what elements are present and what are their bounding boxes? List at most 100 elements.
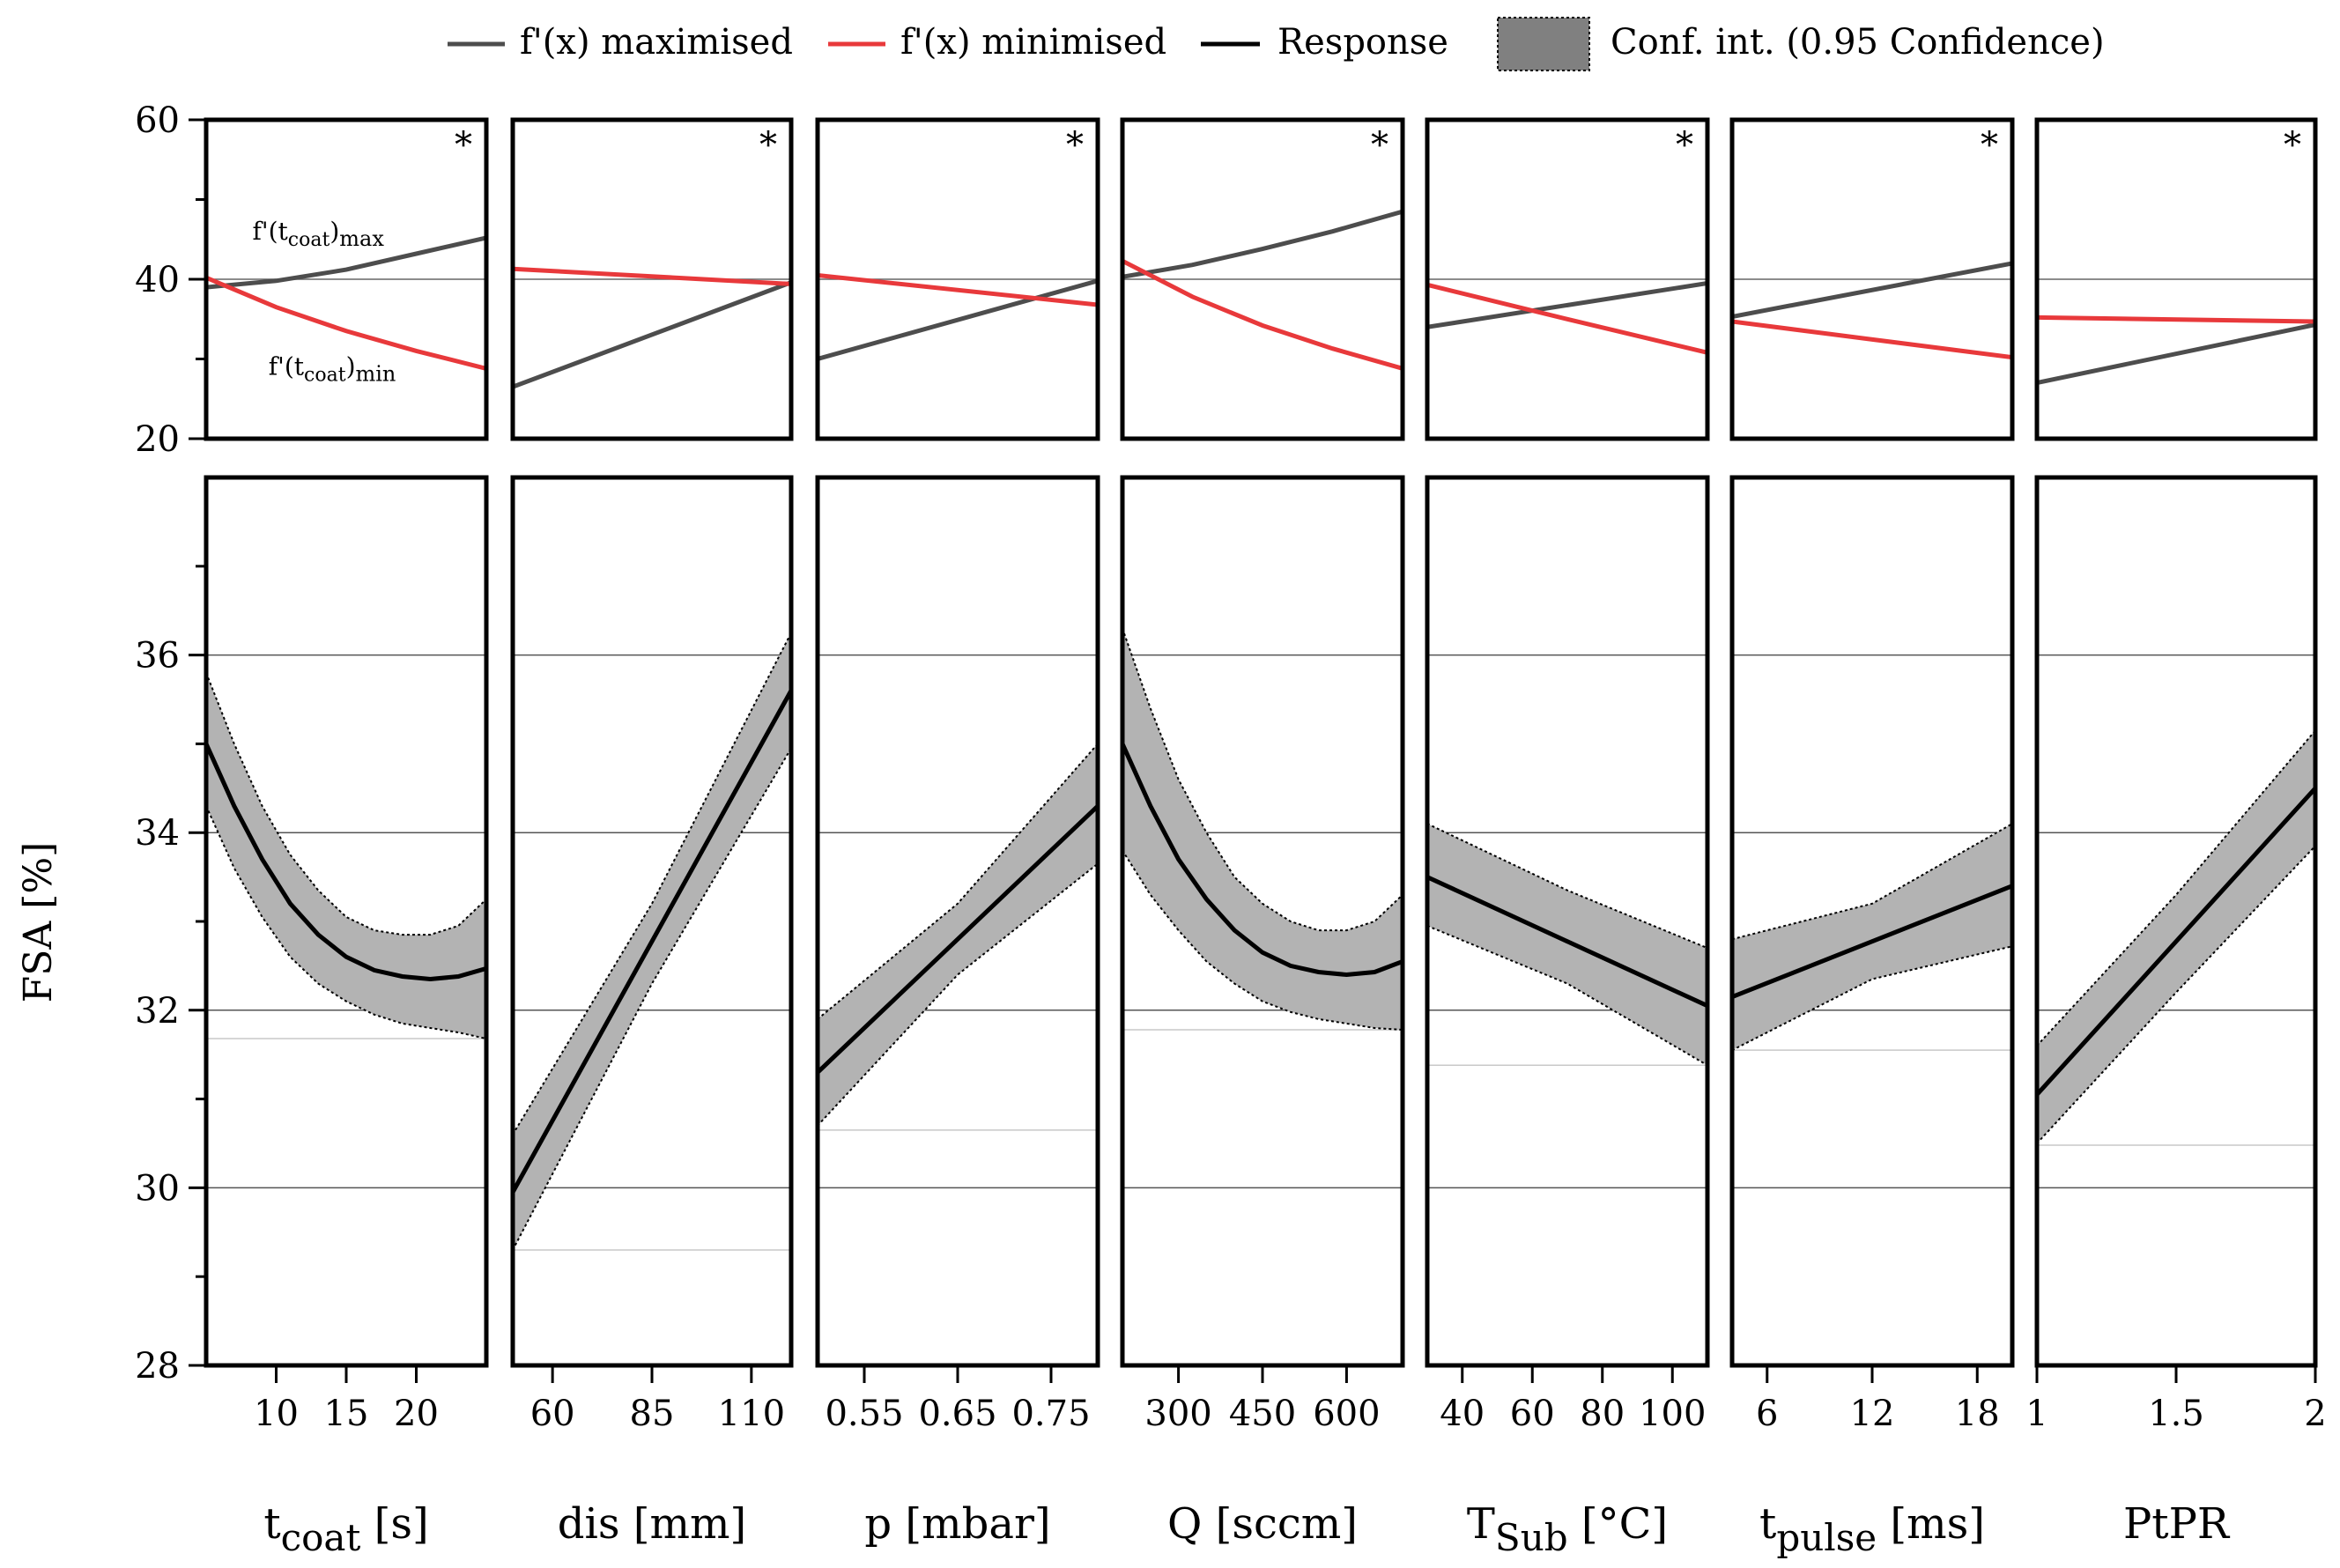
derivative-panel (513, 266, 791, 389)
ci-upper-edge (206, 672, 486, 936)
max-derivative-line (1427, 281, 1707, 329)
derivative-frame (1425, 117, 1710, 441)
y-axis: 60 40 20 36 34 32 30 28 (135, 100, 206, 1387)
legend-item-1: f'(x) minimised (828, 22, 1166, 63)
derivative-panel (818, 273, 1098, 361)
ci-lower-edge (513, 747, 791, 1251)
factor-panel-4: * 40 60 80 100 TSub [°C] (1425, 117, 1710, 1559)
x-tick-label: 110 (718, 1394, 785, 1434)
x-tick-label: 0.65 (918, 1394, 996, 1434)
factor-panel-0: * 10 15 20 tcoat [s] (204, 117, 489, 1559)
x-tick-label: 60 (530, 1394, 575, 1434)
legend-item-3: Conf. int. (0.95 Confidence) (1497, 17, 2105, 71)
derivative-frame (2034, 117, 2318, 441)
confidence-band (2037, 730, 2315, 1143)
x-axis-label: tpulse [ms] (1759, 1499, 1985, 1559)
derivative-frame (1120, 117, 1405, 441)
factor-panel-2: * 0.55 0.65 0.75 p [mbar] (815, 117, 1100, 1549)
response-panel (2037, 654, 2315, 1189)
response-line (1732, 884, 2012, 1000)
x-tick-label: 1.5 (2148, 1394, 2204, 1434)
legend: f'(x) maximised f'(x) minimised Response Co… (448, 17, 2105, 71)
max-derivative-line (206, 235, 486, 290)
x-tick-label: 20 (394, 1394, 439, 1434)
factor-panel-5: * 6 12 18 tpulse [ms] (1729, 117, 2015, 1559)
x-tick-label: 0.75 (1011, 1394, 1090, 1434)
response-panel (1427, 654, 1707, 1189)
y-tick-label-bottom: 36 (135, 636, 180, 677)
significance-star: * (1066, 125, 1084, 166)
response-panel (818, 654, 1098, 1189)
x-tick-label: 0.55 (825, 1394, 903, 1434)
min-derivative-line (2037, 314, 2315, 324)
x-tick-label: 10 (254, 1394, 299, 1434)
x-tick-label: 300 (1144, 1394, 1211, 1434)
x-axis-label: p [mbar] (864, 1499, 1050, 1549)
response-panel (206, 654, 486, 1189)
min-derivative-line (1427, 282, 1707, 355)
ci-upper-edge (1122, 628, 1403, 932)
x-tick-label: 18 (1955, 1394, 2000, 1434)
max-derivative-line (1732, 261, 2012, 319)
derivative-panel (1732, 261, 2012, 360)
min-derivative-line (1122, 258, 1403, 371)
confidence-band (818, 743, 1098, 1126)
legend-label: Conf. int. (0.95 Confidence) (1611, 22, 2105, 63)
x-tick-label: 60 (1510, 1394, 1555, 1434)
legend-item-2: Response (1201, 22, 1448, 63)
response-line (1122, 743, 1403, 978)
min-derivative-line (818, 273, 1098, 307)
significance-star: * (1371, 125, 1388, 166)
significance-star: * (759, 125, 777, 166)
response-line (513, 689, 791, 1194)
max-derivative-line (818, 278, 1098, 361)
legend-swatch-ci (1497, 17, 1590, 71)
legend-label: f'(x) maximised (520, 22, 793, 63)
y-tick-label-top: 60 (135, 100, 180, 141)
x-tick-label: 12 (1850, 1394, 1895, 1434)
y-tick-label-bottom: 28 (135, 1346, 180, 1387)
x-tick-label: 100 (1639, 1394, 1706, 1434)
response-panel (1732, 654, 2012, 1189)
max-derivative-line (513, 280, 791, 389)
max-derivative-line (2037, 322, 2315, 386)
response-frame (1425, 475, 1710, 1368)
derivative-frame (510, 117, 794, 441)
x-tick-label: 85 (630, 1394, 675, 1434)
derivative-panel (1122, 209, 1403, 371)
derivative-frame (1729, 117, 2015, 441)
response-line (818, 804, 1098, 1075)
y-tick-label-bottom: 30 (135, 1168, 180, 1209)
max-derivative-line (1122, 209, 1403, 279)
derivative-annotation-min: f'(tcoat)min (269, 352, 396, 387)
factor-panel-1: * 60 85 110 dis [mm] (510, 117, 794, 1549)
response-line (2037, 787, 2315, 1097)
profiler-panels: * 10 15 20 tcoat [s] * 60 85 110 dis [mm] * 0.55 0.6… (204, 117, 2327, 1559)
min-derivative-line (1732, 319, 2012, 360)
legend-label: Response (1277, 22, 1448, 63)
x-tick-label: 80 (1580, 1394, 1625, 1434)
confidence-band (1732, 824, 2012, 1051)
confidence-band (1427, 824, 1707, 1066)
x-axis-label: tcoat [s] (263, 1499, 428, 1559)
x-tick-label: 6 (1756, 1394, 1778, 1434)
ci-lower-edge (818, 862, 1098, 1127)
ci-lower-edge (1122, 849, 1403, 1031)
factor-panel-3: * 300 450 600 Q [sccm] (1120, 117, 1405, 1549)
response-panel (513, 632, 791, 1251)
x-tick-label: 40 (1440, 1394, 1485, 1434)
response-panel (1122, 628, 1403, 1189)
confidence-band (1122, 628, 1403, 1030)
significance-star: * (2284, 125, 2301, 166)
derivative-panel (1427, 278, 1707, 355)
y-axis-label: FSA [%] (16, 842, 61, 1003)
min-derivative-line (513, 266, 791, 286)
ci-upper-edge (1427, 823, 1707, 950)
x-tick-label: 1 (2025, 1394, 2048, 1434)
ci-upper-edge (1732, 823, 2012, 941)
significance-star: * (1981, 125, 1998, 166)
y-tick-label-bottom: 32 (135, 991, 180, 1032)
significance-star: * (455, 125, 472, 166)
x-axis-label: PtPR (2123, 1499, 2231, 1549)
